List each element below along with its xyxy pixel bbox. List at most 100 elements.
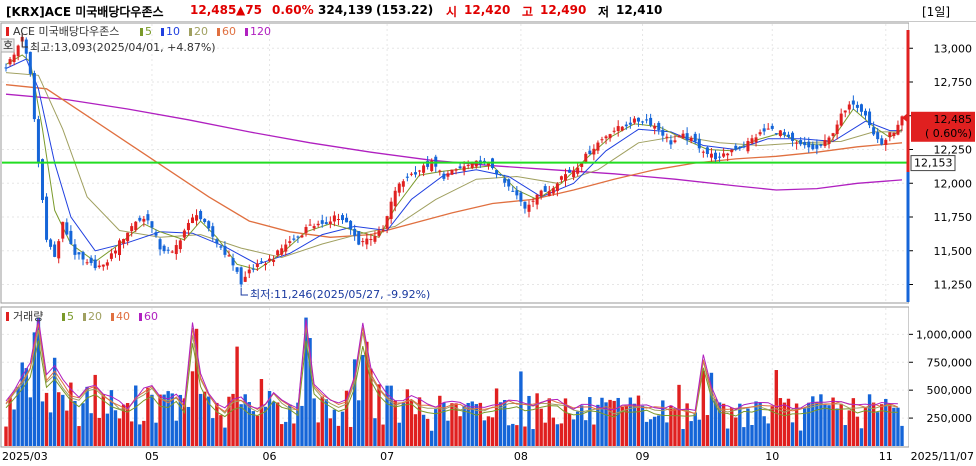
volume-bar bbox=[754, 401, 758, 446]
candle-body bbox=[450, 169, 454, 175]
candle-body bbox=[211, 226, 215, 237]
candle-body bbox=[292, 238, 296, 240]
volume-bar bbox=[790, 422, 795, 446]
candle-body bbox=[482, 160, 486, 162]
candle-body bbox=[653, 125, 657, 129]
volume-bar bbox=[669, 405, 673, 446]
volume-bar bbox=[385, 385, 389, 446]
candle-body bbox=[709, 153, 713, 158]
candle-body bbox=[77, 252, 81, 255]
volume-bar bbox=[831, 397, 835, 446]
volume-bar bbox=[44, 392, 49, 446]
candle-body bbox=[377, 230, 381, 236]
x-axis-label: 05 bbox=[145, 450, 159, 463]
candle-body bbox=[203, 218, 207, 223]
side-toggle-button[interactable] bbox=[0, 38, 15, 53]
volume-bar bbox=[146, 387, 150, 446]
volume-bar bbox=[348, 426, 353, 446]
volume-bar bbox=[608, 399, 612, 446]
candle-body bbox=[130, 226, 134, 232]
candle-body bbox=[645, 119, 649, 121]
volume-bar bbox=[450, 403, 454, 446]
candle-body bbox=[531, 200, 535, 202]
candle-body bbox=[401, 181, 405, 187]
volume-bar bbox=[284, 421, 288, 446]
volume-bar bbox=[774, 370, 779, 446]
volume-value: 324,139 bbox=[318, 3, 373, 17]
candle-body bbox=[195, 215, 199, 221]
volume-bar bbox=[616, 397, 620, 446]
candle-body bbox=[884, 139, 888, 145]
candle-body bbox=[766, 128, 770, 130]
candles bbox=[4, 33, 904, 288]
candle-body bbox=[312, 226, 316, 229]
volume-bar bbox=[725, 428, 730, 446]
volume-bar bbox=[734, 417, 738, 446]
volume-bar bbox=[202, 391, 207, 446]
volume-bar bbox=[863, 408, 868, 446]
price-tick-label: 11,500 bbox=[934, 245, 973, 258]
candle-body bbox=[284, 244, 288, 252]
candle-body bbox=[859, 104, 863, 112]
volume-bar bbox=[373, 418, 377, 446]
volume-bar bbox=[900, 425, 904, 446]
candle-body bbox=[4, 67, 8, 69]
volume-tick-label: 250,000 bbox=[927, 412, 973, 425]
candle-body bbox=[190, 217, 194, 224]
volume-bar bbox=[697, 419, 701, 446]
candle-body bbox=[730, 149, 734, 153]
volume-bar bbox=[154, 422, 158, 446]
volume-bar bbox=[275, 402, 280, 446]
candle-body bbox=[454, 169, 458, 171]
candle-body bbox=[174, 245, 178, 255]
volume-bar bbox=[652, 416, 657, 446]
candle-body bbox=[182, 230, 186, 238]
candle-body bbox=[57, 241, 61, 259]
candle-body bbox=[758, 132, 762, 135]
volume-bar bbox=[592, 424, 596, 446]
ma-legend-label: 20 bbox=[194, 25, 208, 38]
candle-body bbox=[888, 132, 892, 138]
candle-body bbox=[32, 73, 36, 120]
volume-bar bbox=[65, 410, 69, 446]
candle-body bbox=[754, 137, 758, 143]
volume-bar bbox=[12, 409, 16, 446]
candle-body bbox=[158, 239, 162, 250]
price-change-pct: 0.60% bbox=[272, 3, 314, 17]
volume-bar bbox=[352, 359, 357, 446]
volume-bar bbox=[859, 428, 864, 446]
candle-body bbox=[786, 134, 790, 137]
volume-bar bbox=[300, 405, 304, 446]
x-axis-label: 08 bbox=[514, 450, 528, 463]
candle-body bbox=[215, 239, 219, 244]
candle-body bbox=[12, 54, 16, 62]
volume-bar bbox=[8, 397, 12, 446]
candle-body bbox=[892, 132, 896, 137]
volume-bar bbox=[612, 400, 616, 446]
candle-body bbox=[673, 140, 677, 143]
candle-body bbox=[373, 236, 377, 242]
volume-bar bbox=[531, 429, 535, 446]
candle-body bbox=[799, 140, 803, 145]
volume-bar bbox=[535, 393, 539, 446]
ma-legend-swatch bbox=[140, 28, 143, 36]
volume-bar bbox=[786, 398, 791, 446]
volume-bar bbox=[644, 421, 649, 446]
volume-bar bbox=[239, 404, 243, 446]
volume-bar bbox=[421, 414, 426, 446]
volume-bar bbox=[571, 419, 576, 446]
price-tick-label: 12,750 bbox=[934, 76, 973, 89]
candle-body bbox=[53, 244, 57, 257]
volume-bar bbox=[73, 400, 77, 446]
period-selector[interactable]: [1일] bbox=[922, 5, 951, 19]
price-tick-label: 13,000 bbox=[934, 42, 973, 55]
candle-body bbox=[555, 183, 559, 192]
candle-body bbox=[353, 228, 357, 236]
candle-body bbox=[726, 153, 730, 156]
candle-body bbox=[300, 235, 304, 238]
candle-body bbox=[166, 249, 170, 251]
volume-bar bbox=[730, 407, 734, 446]
volume-bar bbox=[316, 422, 320, 446]
candle-body bbox=[604, 136, 608, 139]
candle-body bbox=[142, 218, 146, 222]
